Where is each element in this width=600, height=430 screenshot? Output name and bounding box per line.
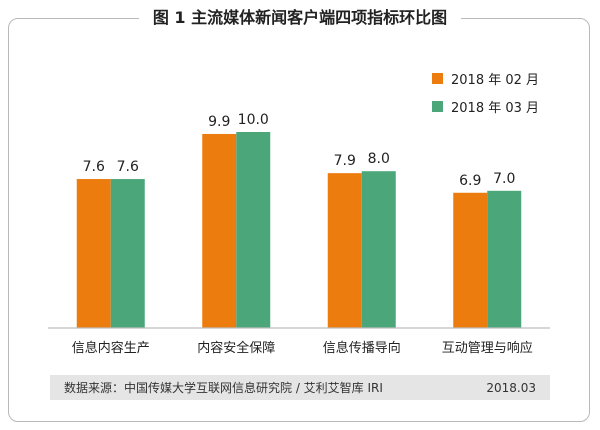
bar-feb-0 [76,179,111,328]
legend-label-mar: 2018 年 03 月 [451,100,540,116]
data-label-feb-2: 7.9 [334,153,356,169]
category-label-2: 信息传播导向 [323,340,401,356]
data-label-feb-3: 6.9 [459,173,481,189]
data-label-mar-1: 10.0 [238,112,269,128]
legend-swatch-feb [432,72,443,84]
bar-mar-2 [361,171,396,328]
data-label-feb-0: 7.6 [83,159,105,175]
bar-feb-2 [327,173,362,328]
bar-mar-3 [487,190,522,328]
source-date: 2018.03 [486,380,536,395]
bar-mar-0 [110,179,145,328]
legend-item-mar: 2018 年 03 月 [432,92,539,120]
data-label-mar-0: 7.6 [117,159,139,175]
data-label-feb-1: 9.9 [208,114,230,130]
category-label-3: 互动管理与响应 [442,340,533,356]
data-label-mar-3: 7.0 [493,171,515,187]
bar-mar-1 [236,132,271,328]
bar-feb-1 [202,133,237,328]
chart-title-wrap: 图 1 主流媒体新闻客户端四项指标环比图 [0,4,600,28]
legend: 2018 年 02 月 2018 年 03 月 [432,64,539,120]
source-text: 数据来源：中国传媒大学互联网信息研究院 / 艾利艾智库 IRI [64,381,383,395]
category-label-1: 内容安全保障 [197,340,275,356]
legend-swatch-mar [432,100,443,112]
legend-item-feb: 2018 年 02 月 [432,64,539,92]
bar-feb-3 [453,192,488,328]
legend-label-feb: 2018 年 02 月 [451,72,540,88]
source-bar: 数据来源：中国传媒大学互联网信息研究院 / 艾利艾智库 IRI 2018.03 [50,375,550,400]
category-label-0: 信息内容生产 [72,340,150,356]
chart-title: 图 1 主流媒体新闻客户端四项指标环比图 [138,4,462,28]
data-label-mar-2: 8.0 [368,151,390,167]
